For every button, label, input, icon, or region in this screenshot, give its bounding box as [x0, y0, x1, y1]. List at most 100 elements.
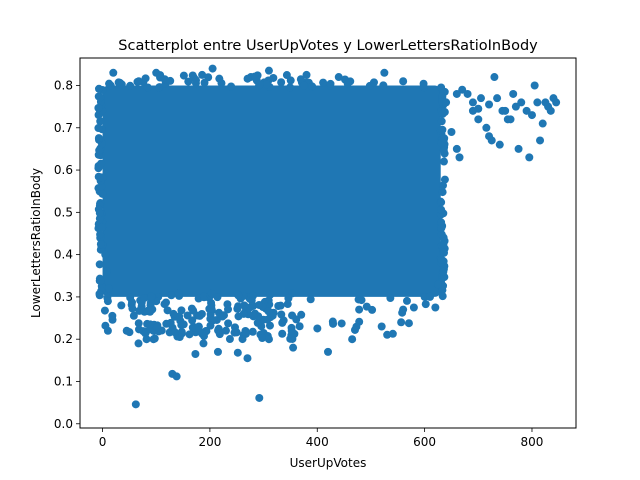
edge-point — [96, 276, 105, 285]
data-point — [289, 343, 298, 352]
edge-point — [128, 304, 137, 313]
data-point — [490, 73, 499, 82]
data-point — [324, 347, 332, 356]
edge-point — [105, 79, 114, 88]
x-tick-label: 600 — [413, 435, 436, 449]
edge-point — [147, 292, 156, 301]
edge-point — [95, 209, 104, 218]
edge-point — [143, 83, 152, 92]
x-axis-ticks: 0 200 400 600 800 — [99, 428, 543, 449]
edge-point — [218, 312, 227, 321]
data-point — [425, 292, 434, 301]
edge-point — [258, 334, 267, 343]
data-point — [334, 73, 343, 82]
edge-point — [437, 205, 446, 214]
edge-point — [187, 304, 196, 313]
edge-point — [438, 109, 447, 118]
edge-point — [437, 218, 446, 227]
data-point — [117, 301, 126, 310]
data-points — [101, 64, 561, 409]
edge-point — [243, 74, 252, 83]
edge-point — [96, 230, 105, 239]
edge-point — [127, 298, 136, 307]
y-tick-label: 0.2 — [54, 332, 73, 346]
y-tick-label: 0.1 — [54, 374, 73, 388]
data-point — [109, 68, 118, 77]
data-point — [476, 94, 485, 103]
data-point — [399, 77, 408, 86]
data-point — [213, 347, 222, 356]
data-point — [152, 68, 161, 77]
y-tick-label: 0.7 — [54, 121, 73, 135]
edge-point — [213, 293, 222, 302]
edge-point — [141, 74, 150, 83]
data-point — [458, 85, 467, 94]
edge-point — [264, 307, 273, 316]
data-point — [447, 128, 456, 136]
data-point — [195, 326, 204, 335]
edge-point — [263, 315, 272, 324]
edge-point — [152, 323, 161, 332]
edge-point — [266, 290, 275, 299]
edge-point — [296, 75, 305, 84]
y-tick-label: 0.8 — [54, 78, 73, 92]
edge-point — [95, 146, 104, 155]
edge-point — [179, 320, 188, 329]
edge-point — [179, 71, 188, 80]
data-point — [533, 98, 542, 107]
data-point — [199, 339, 208, 348]
edge-point — [98, 189, 107, 198]
edge-point — [188, 316, 197, 325]
edge-point — [230, 328, 239, 337]
edge-point — [96, 240, 105, 249]
data-point — [522, 106, 531, 115]
edge-point — [440, 134, 449, 143]
data-point — [101, 250, 110, 259]
y-tick-label: 0.3 — [54, 290, 73, 304]
edge-point — [162, 319, 171, 328]
y-tick-label: 0.4 — [54, 248, 73, 262]
edge-point — [383, 330, 392, 339]
y-axis-label: LowerLettersRatioInBody — [29, 168, 43, 318]
data-point — [409, 303, 418, 312]
data-point — [474, 104, 483, 113]
data-point — [380, 68, 389, 77]
chart-title: Scatterplot entre UserUpVotes y LowerLet… — [118, 38, 538, 54]
edge-point — [269, 73, 278, 82]
edge-point — [284, 294, 293, 303]
edge-point — [248, 291, 257, 300]
data-point — [131, 400, 140, 409]
edge-point — [199, 292, 208, 301]
edge-point — [96, 93, 105, 102]
data-point — [493, 94, 502, 103]
data-point — [302, 70, 311, 79]
data-point — [514, 144, 523, 153]
data-point — [482, 123, 491, 132]
data-point — [102, 267, 111, 276]
data-point — [498, 106, 507, 115]
edge-point — [286, 334, 295, 343]
edge-point — [126, 81, 135, 90]
data-point — [506, 115, 515, 124]
data-point — [348, 335, 357, 344]
edge-point — [198, 70, 207, 79]
edge-point — [215, 74, 224, 83]
edge-point — [386, 294, 395, 303]
edge-point — [163, 306, 172, 315]
edge-point — [438, 125, 447, 134]
data-point — [243, 354, 252, 363]
data-point — [487, 136, 496, 145]
data-point — [355, 305, 364, 314]
data-point — [142, 335, 151, 344]
edge-point — [295, 322, 304, 331]
data-point — [149, 335, 158, 344]
edge-point — [439, 157, 448, 166]
edge-point — [437, 224, 446, 233]
edge-point — [319, 78, 328, 87]
data-point — [536, 136, 545, 145]
data-point — [517, 98, 526, 107]
edge-point — [299, 81, 308, 90]
edge-point — [438, 292, 447, 301]
edge-point — [421, 300, 430, 309]
edge-point — [129, 311, 138, 320]
